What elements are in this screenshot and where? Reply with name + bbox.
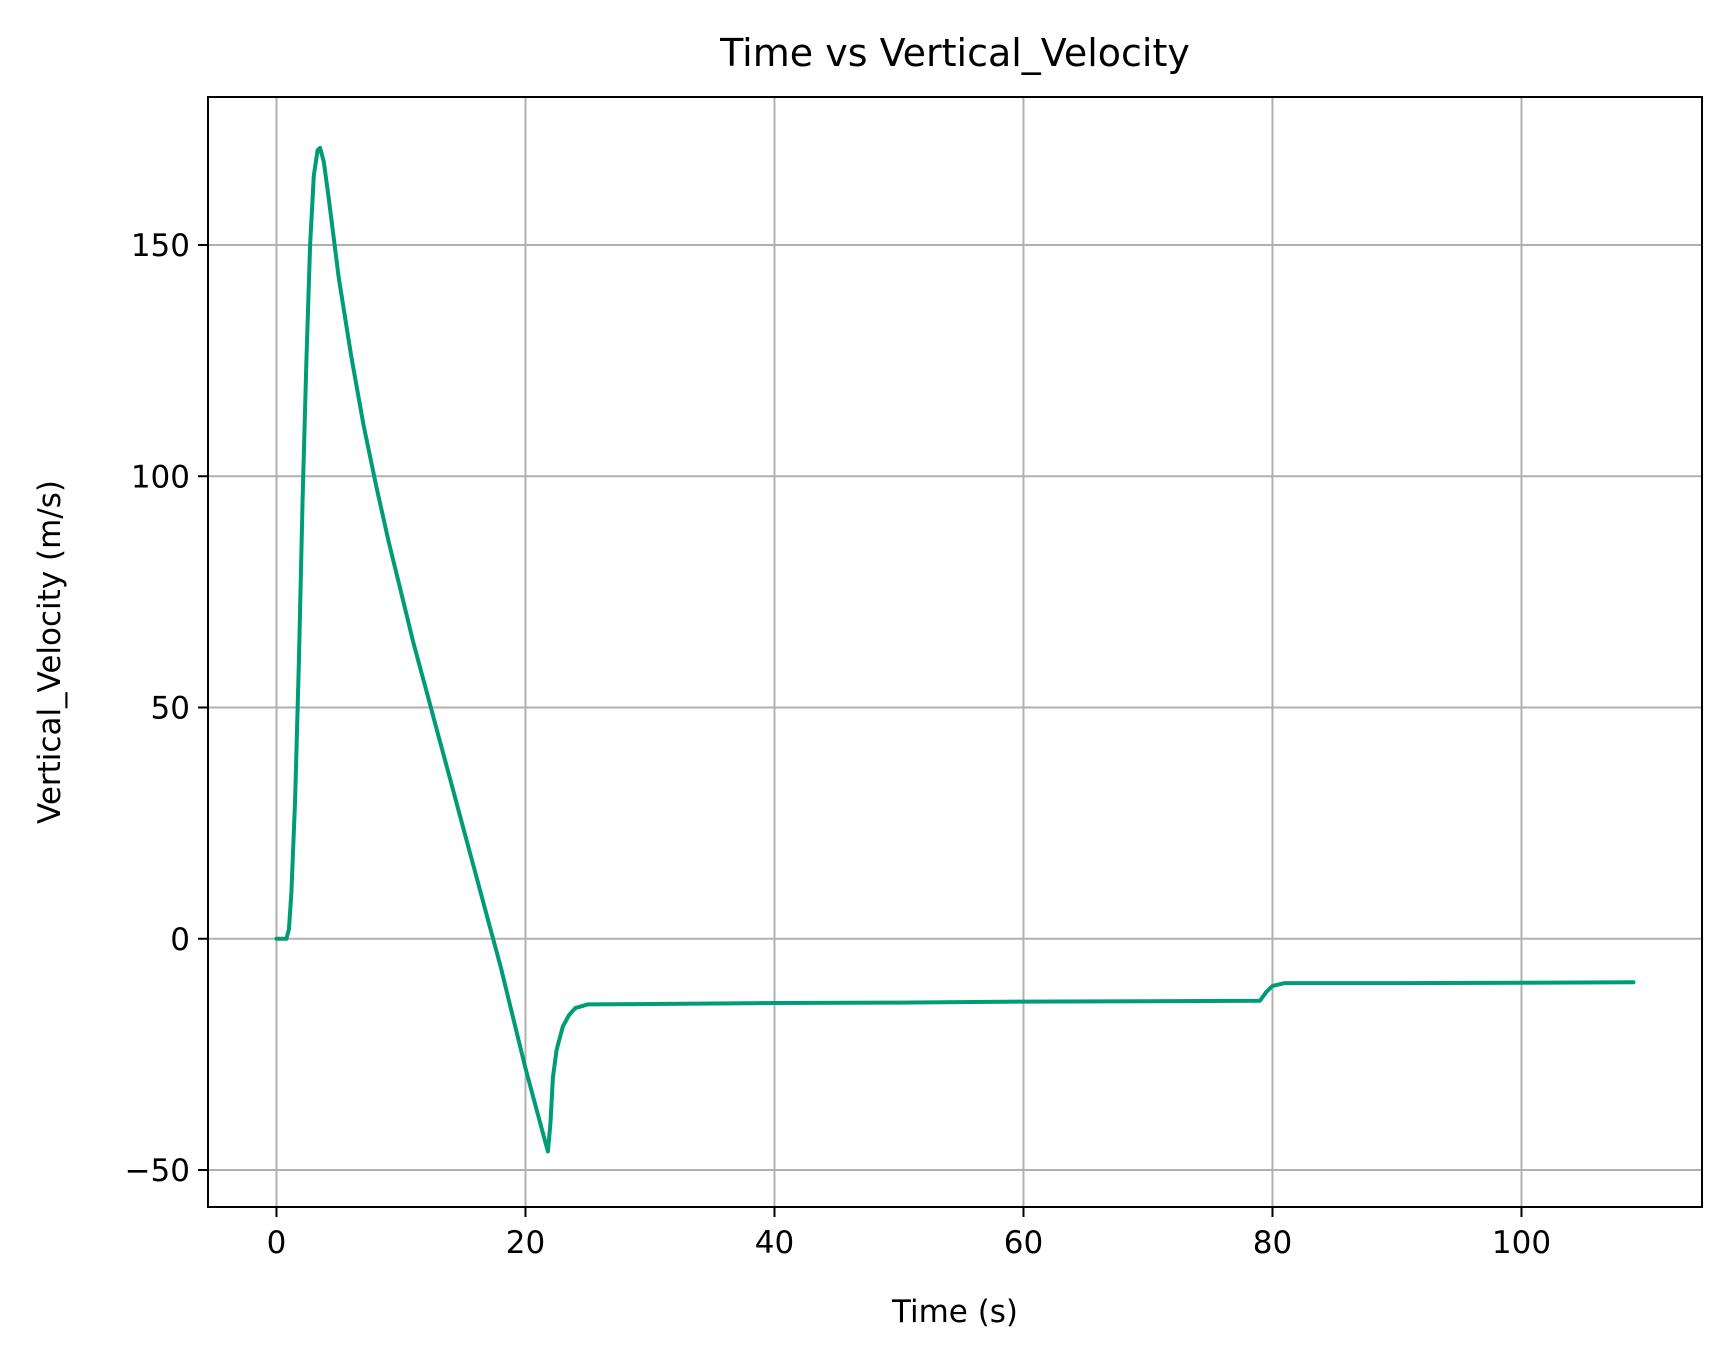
x-axis-label: Time (s) — [891, 1294, 1018, 1330]
y-tick-label: 50 — [151, 691, 190, 727]
y-tick-label: 150 — [131, 228, 190, 264]
series-layer — [274, 145, 1636, 1154]
series-line-vertical-velocity — [274, 145, 1636, 1154]
y-tick-label: 0 — [170, 922, 190, 958]
x-tick-label: 20 — [506, 1225, 545, 1261]
x-tick-label: 80 — [1253, 1225, 1292, 1261]
y-tick-label: 100 — [131, 459, 190, 495]
ticks: 0 20 40 60 80 100 −50 0 50 100 150 — [125, 228, 1551, 1261]
x-tick-label: 0 — [267, 1225, 287, 1261]
y-tick-label: −50 — [125, 1153, 190, 1189]
x-tick-label: 60 — [1004, 1225, 1043, 1261]
y-axis-label: Vertical_Velocity (m/s) — [32, 480, 68, 824]
plot-frame — [207, 96, 1703, 1208]
chart-title: Time vs Vertical_Velocity — [719, 31, 1190, 75]
x-tick-label: 100 — [1492, 1225, 1551, 1261]
grid — [208, 97, 1702, 1207]
x-tick-label: 40 — [755, 1225, 794, 1261]
